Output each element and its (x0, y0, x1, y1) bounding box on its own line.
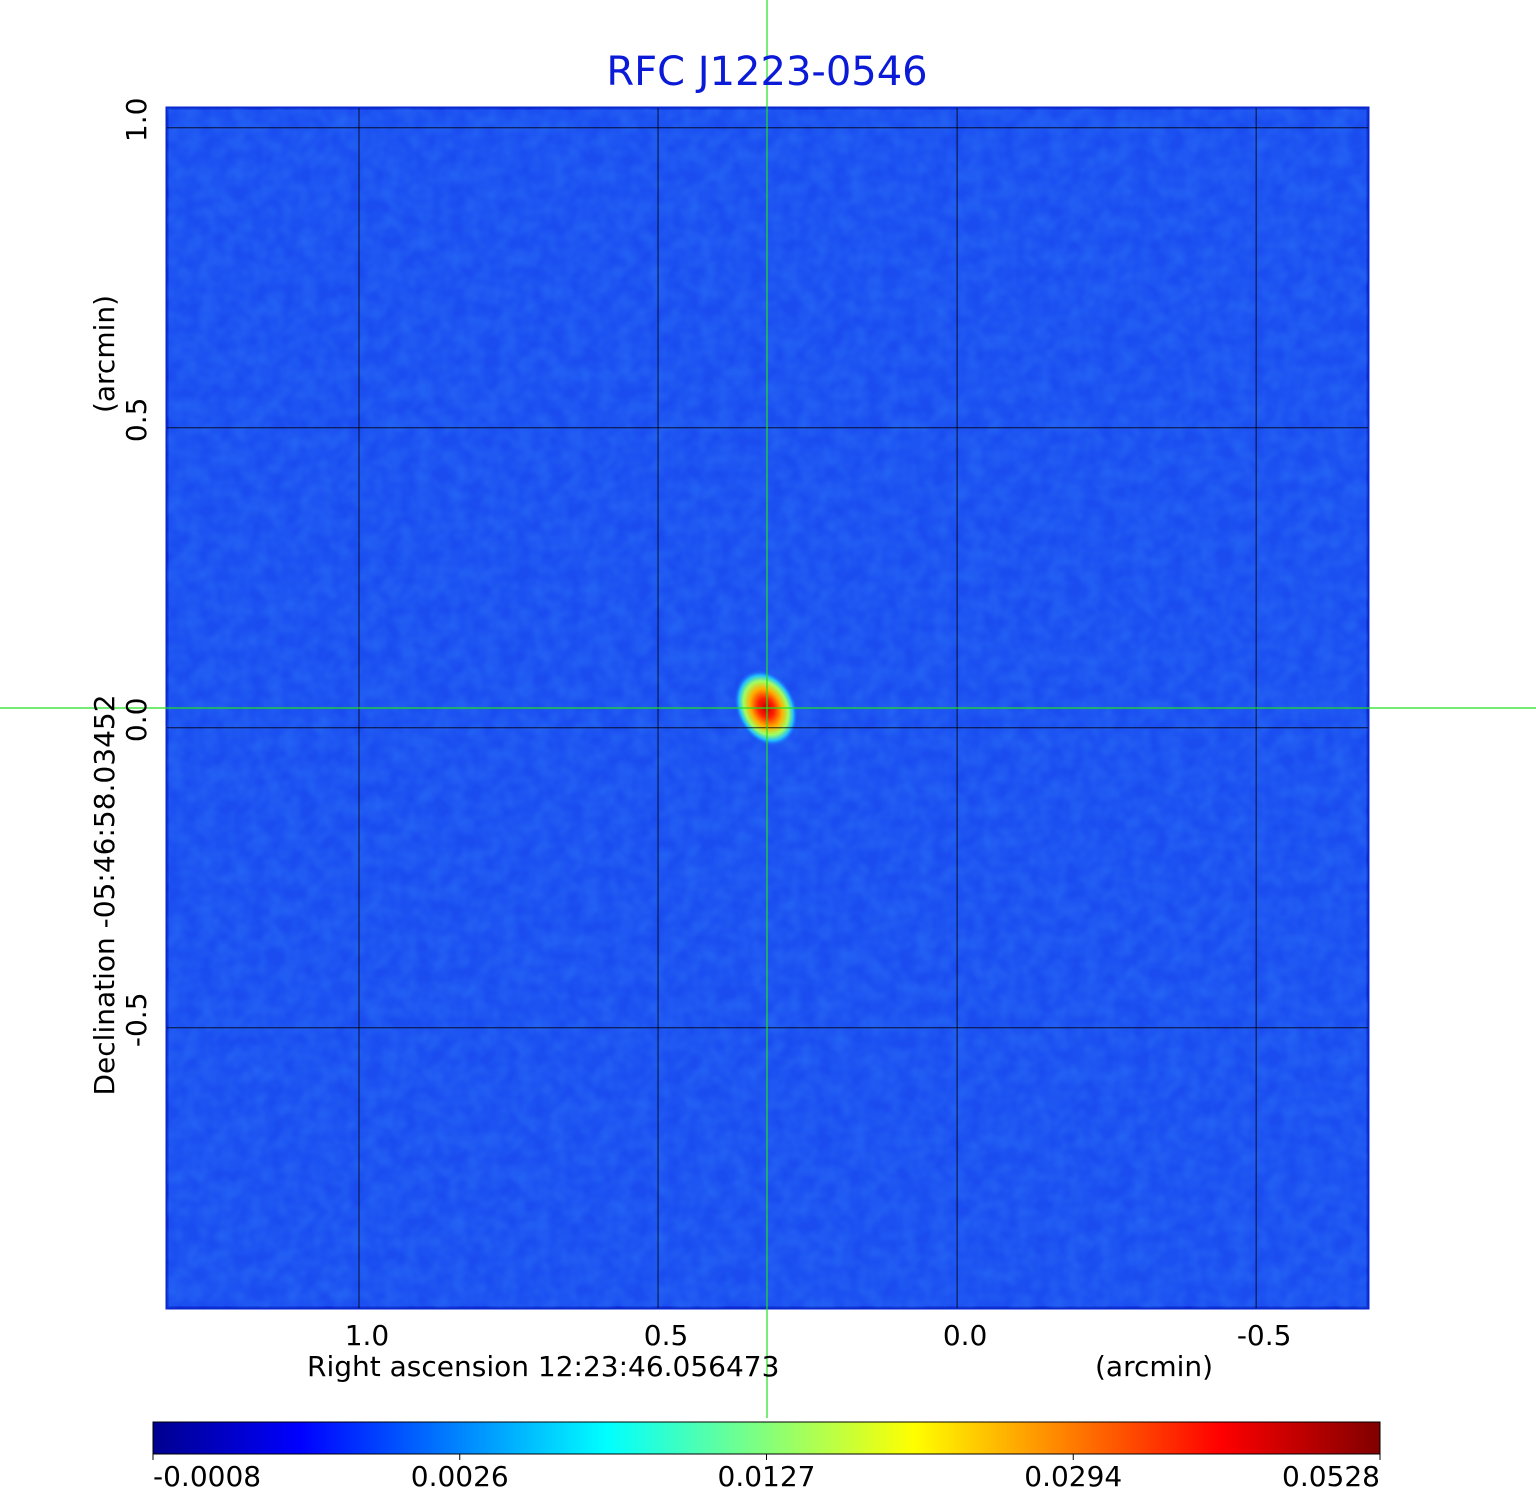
x-tick-label: 0.5 (644, 1319, 689, 1352)
colorbar-tick-label: 0.0528 (1282, 1460, 1380, 1493)
colorbar-tick-label: 0.0026 (411, 1460, 509, 1493)
colorbar-tick-label: 0.0127 (718, 1460, 816, 1493)
chart-title: RFC J1223-0546 (606, 49, 927, 95)
x-axis-unit: (arcmin) (1095, 1350, 1213, 1383)
x-tick-label: 0.0 (943, 1319, 988, 1352)
y-tick-label: -0.5 (120, 992, 153, 1047)
y-axis-unit: (arcmin) (88, 295, 121, 413)
x-tick-label: 1.0 (345, 1319, 390, 1352)
y-tick-label: 0.0 (120, 698, 153, 743)
y-tick-label: 1.0 (120, 98, 153, 143)
colorbar-tick-label: -0.0008 (153, 1460, 261, 1493)
colorbar-tick-label: 0.0294 (1024, 1460, 1122, 1493)
y-axis-label: Declination -05:46:58.03452 (88, 694, 121, 1095)
y-tick-label: 0.5 (120, 398, 153, 443)
x-tick-label: -0.5 (1237, 1319, 1292, 1352)
x-axis-label: Right ascension 12:23:46.056473 (307, 1350, 779, 1383)
colorbar (152, 1421, 1381, 1455)
